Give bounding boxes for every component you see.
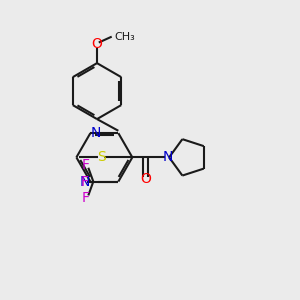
Text: O: O xyxy=(92,37,102,51)
Text: F: F xyxy=(82,158,90,172)
Text: F: F xyxy=(80,175,88,189)
Text: F: F xyxy=(82,191,90,205)
Text: CH₃: CH₃ xyxy=(115,32,135,42)
Text: N: N xyxy=(91,126,101,140)
Text: N: N xyxy=(80,175,90,189)
Text: O: O xyxy=(140,172,151,186)
Text: S: S xyxy=(97,150,106,164)
Text: N: N xyxy=(163,150,173,164)
